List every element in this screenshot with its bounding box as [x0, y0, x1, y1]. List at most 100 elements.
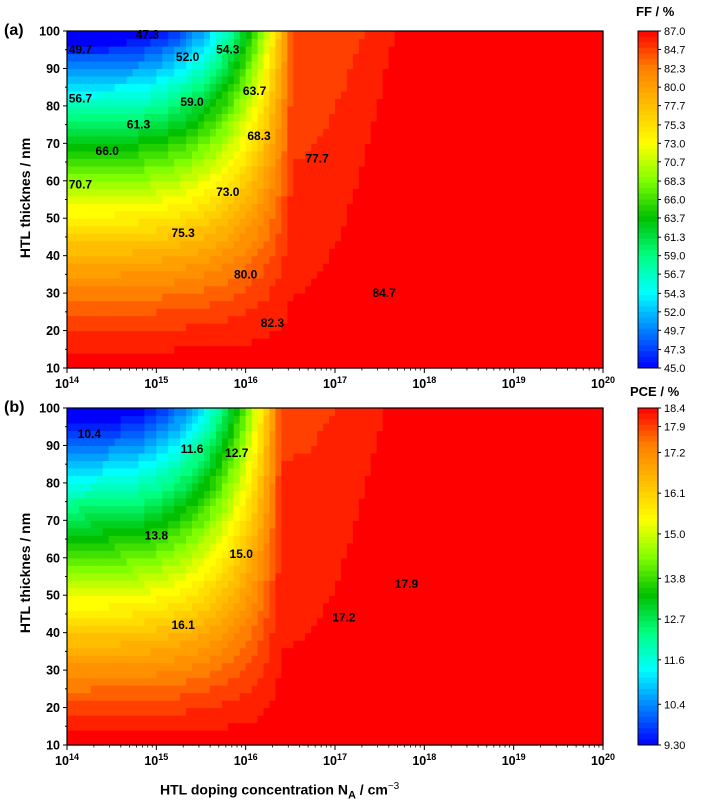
heatmap-cell — [555, 120, 562, 129]
heatmap-cell — [406, 330, 414, 339]
heatmap-cell — [442, 315, 449, 324]
heatmap-cell — [382, 173, 390, 182]
heatmap-cell — [162, 113, 169, 122]
heatmap-cell — [281, 308, 288, 317]
heatmap-cell — [162, 68, 169, 77]
heatmap-cell — [442, 180, 449, 189]
heatmap-cell — [215, 173, 223, 182]
heatmap-cell — [281, 285, 288, 294]
heatmap-cell — [126, 610, 134, 619]
heatmap-cell — [442, 128, 449, 137]
heatmap-cell — [537, 165, 545, 174]
heatmap-cell — [239, 90, 247, 99]
heatmap-cell — [67, 625, 74, 634]
heatmap-cell — [329, 248, 336, 257]
heatmap-cell — [460, 128, 467, 137]
heatmap-cell — [394, 323, 402, 332]
heatmap-cell — [138, 315, 146, 324]
heatmap-cell — [239, 128, 247, 137]
heatmap-cell — [418, 195, 425, 204]
heatmap-cell — [531, 353, 539, 362]
heatmap-cell — [370, 105, 378, 114]
heatmap-cell — [370, 308, 378, 317]
heatmap-cell — [126, 550, 134, 559]
heatmap-cell — [430, 263, 437, 272]
heatmap-cell — [180, 105, 187, 114]
heatmap-cell — [525, 330, 533, 339]
heatmap-cell — [96, 195, 104, 204]
heatmap-cell — [519, 165, 527, 174]
heatmap-cell — [340, 308, 348, 317]
heatmap-cell — [108, 550, 116, 559]
y-tick-label: 60 — [46, 174, 60, 188]
heatmap-cell — [573, 31, 580, 40]
heatmap-cell — [501, 68, 509, 77]
heatmap-cell — [186, 300, 193, 309]
heatmap-cell — [513, 31, 521, 40]
heatmap-cell — [299, 68, 306, 77]
heatmap-cell — [126, 195, 134, 204]
heatmap-cell — [293, 135, 300, 144]
heatmap-cell — [120, 293, 128, 302]
colorbar-segment — [638, 98, 658, 105]
heatmap-cell — [174, 45, 181, 55]
heatmap-cell — [227, 225, 235, 234]
heatmap-cell — [335, 278, 342, 287]
heatmap-cell — [132, 490, 140, 499]
heatmap-cell — [96, 165, 104, 174]
heatmap-cell — [507, 128, 515, 137]
heatmap-cell — [287, 38, 294, 47]
heatmap-cell — [555, 75, 562, 85]
heatmap-cell — [430, 105, 437, 114]
heatmap-cell — [84, 445, 92, 454]
heatmap-cell — [281, 135, 288, 144]
heatmap-cell — [96, 565, 104, 574]
heatmap-cell — [78, 225, 86, 234]
heatmap-cell — [180, 263, 187, 272]
heatmap-cell — [209, 113, 217, 122]
heatmap-cell — [454, 248, 461, 257]
heatmap-cell — [501, 165, 509, 174]
heatmap-cell — [531, 278, 539, 287]
heatmap-cell — [198, 285, 205, 294]
heatmap-cell — [507, 188, 515, 197]
heatmap-cell — [549, 53, 556, 62]
heatmap-cell — [150, 38, 157, 47]
heatmap-cell — [412, 75, 419, 85]
heatmap-cell — [442, 45, 449, 55]
heatmap-cell — [466, 203, 473, 212]
heatmap-cell — [382, 255, 390, 264]
heatmap-cell — [150, 737, 157, 746]
heatmap-cell — [483, 255, 491, 264]
heatmap-cell — [132, 173, 140, 182]
heatmap-cell — [483, 90, 491, 99]
heatmap-cell — [394, 210, 402, 219]
heatmap-cell — [501, 98, 509, 107]
heatmap-cell — [203, 308, 211, 317]
heatmap-cell — [412, 248, 419, 257]
heatmap-cell — [168, 203, 175, 212]
heatmap-cell — [525, 360, 533, 369]
heatmap-cell — [168, 135, 175, 144]
heatmap-cell — [162, 53, 169, 62]
heatmap-cell — [215, 255, 223, 264]
heatmap-cell — [239, 158, 247, 167]
heatmap-cell — [460, 240, 467, 249]
heatmap-cell — [388, 105, 396, 114]
heatmap-cell — [192, 120, 199, 129]
heatmap-cell — [227, 330, 235, 339]
heatmap-cell — [84, 158, 92, 167]
heatmap-cell — [275, 218, 282, 227]
heatmap-cell — [311, 330, 318, 339]
heatmap-cell — [132, 520, 140, 529]
heatmap-cell — [549, 338, 556, 347]
heatmap-cell — [525, 233, 533, 242]
heatmap-cell — [287, 323, 294, 332]
heatmap-cell — [120, 188, 128, 197]
heatmap-cell — [442, 278, 449, 287]
heatmap-cell — [120, 150, 128, 159]
heatmap-cell — [126, 90, 134, 99]
heatmap-cell — [180, 158, 187, 167]
heatmap-cell — [180, 300, 187, 309]
heatmap-cell — [448, 128, 455, 137]
